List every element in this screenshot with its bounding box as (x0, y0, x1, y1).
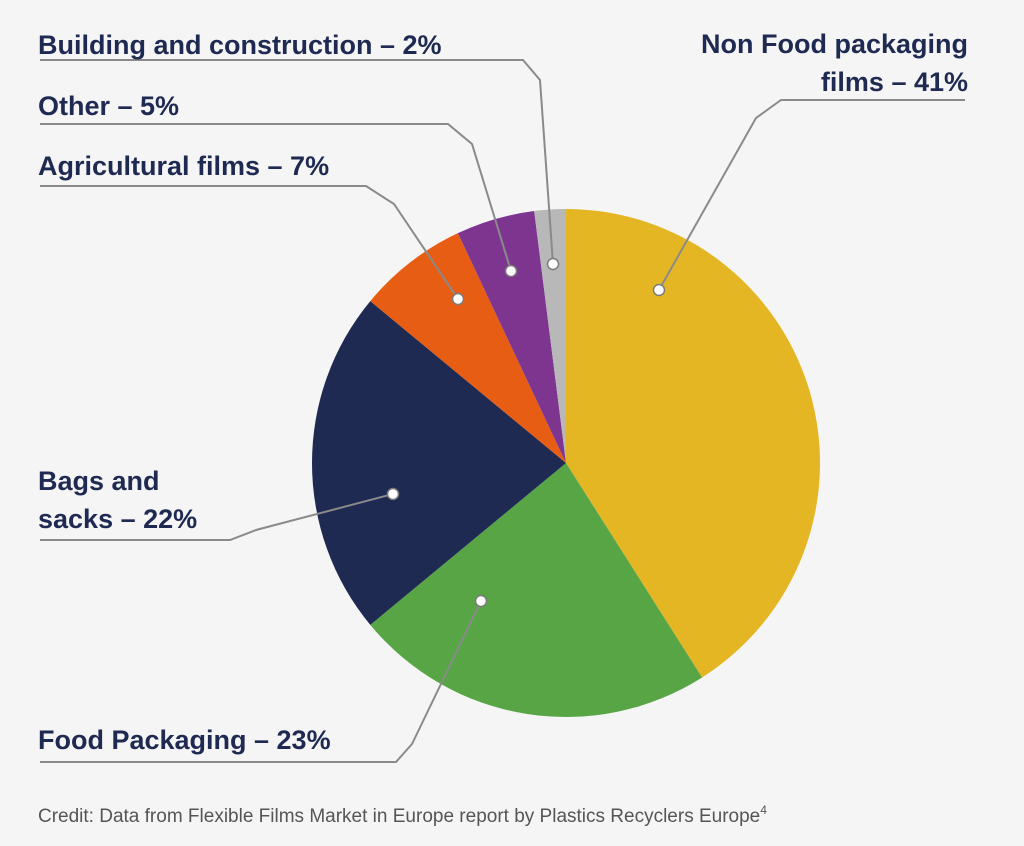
credit-text: Credit: Data from Flexible Films Market … (38, 803, 767, 827)
slice-label-non-food: Non Food packaging (701, 29, 968, 59)
pie-slice-food (370, 463, 703, 718)
slice-label-other: Other – 5% (38, 91, 179, 121)
pie-slices (311, 209, 821, 718)
slice-label-bags: Bags and (38, 466, 160, 496)
leader-dot-other (504, 264, 518, 278)
slice-labels: Non Food packaging films – 41% Food Packag… (38, 29, 968, 755)
leader-line-food (40, 600, 482, 763)
leader-lines (40, 59, 965, 763)
slice-label-building: Building and construction – 2% (38, 30, 442, 60)
pie-slice-non-food (566, 209, 821, 678)
leader-line-non-food (658, 99, 965, 291)
leader-dot-building (546, 257, 560, 271)
leader-line-building (40, 59, 554, 265)
slice-label-bags: sacks – 22% (38, 504, 197, 534)
pie-slice-building (534, 209, 566, 463)
leader-line-agri (40, 185, 459, 300)
slice-label-agri: Agricultural films – 7% (38, 151, 329, 181)
leader-line-bags (40, 493, 394, 541)
slice-label-food: Food Packaging – 23% (38, 725, 331, 755)
leader-dot-bags (386, 487, 400, 501)
slice-label-non-food: films – 41% (821, 67, 968, 97)
leader-dot-food (474, 594, 488, 608)
pie-slice-bags (311, 301, 566, 625)
leader-line-other (40, 123, 512, 272)
pie-slice-other (457, 211, 566, 463)
leader-dot-non-food (652, 283, 666, 297)
pie-slice-agri (370, 233, 566, 463)
leader-dot-agri (451, 292, 465, 306)
